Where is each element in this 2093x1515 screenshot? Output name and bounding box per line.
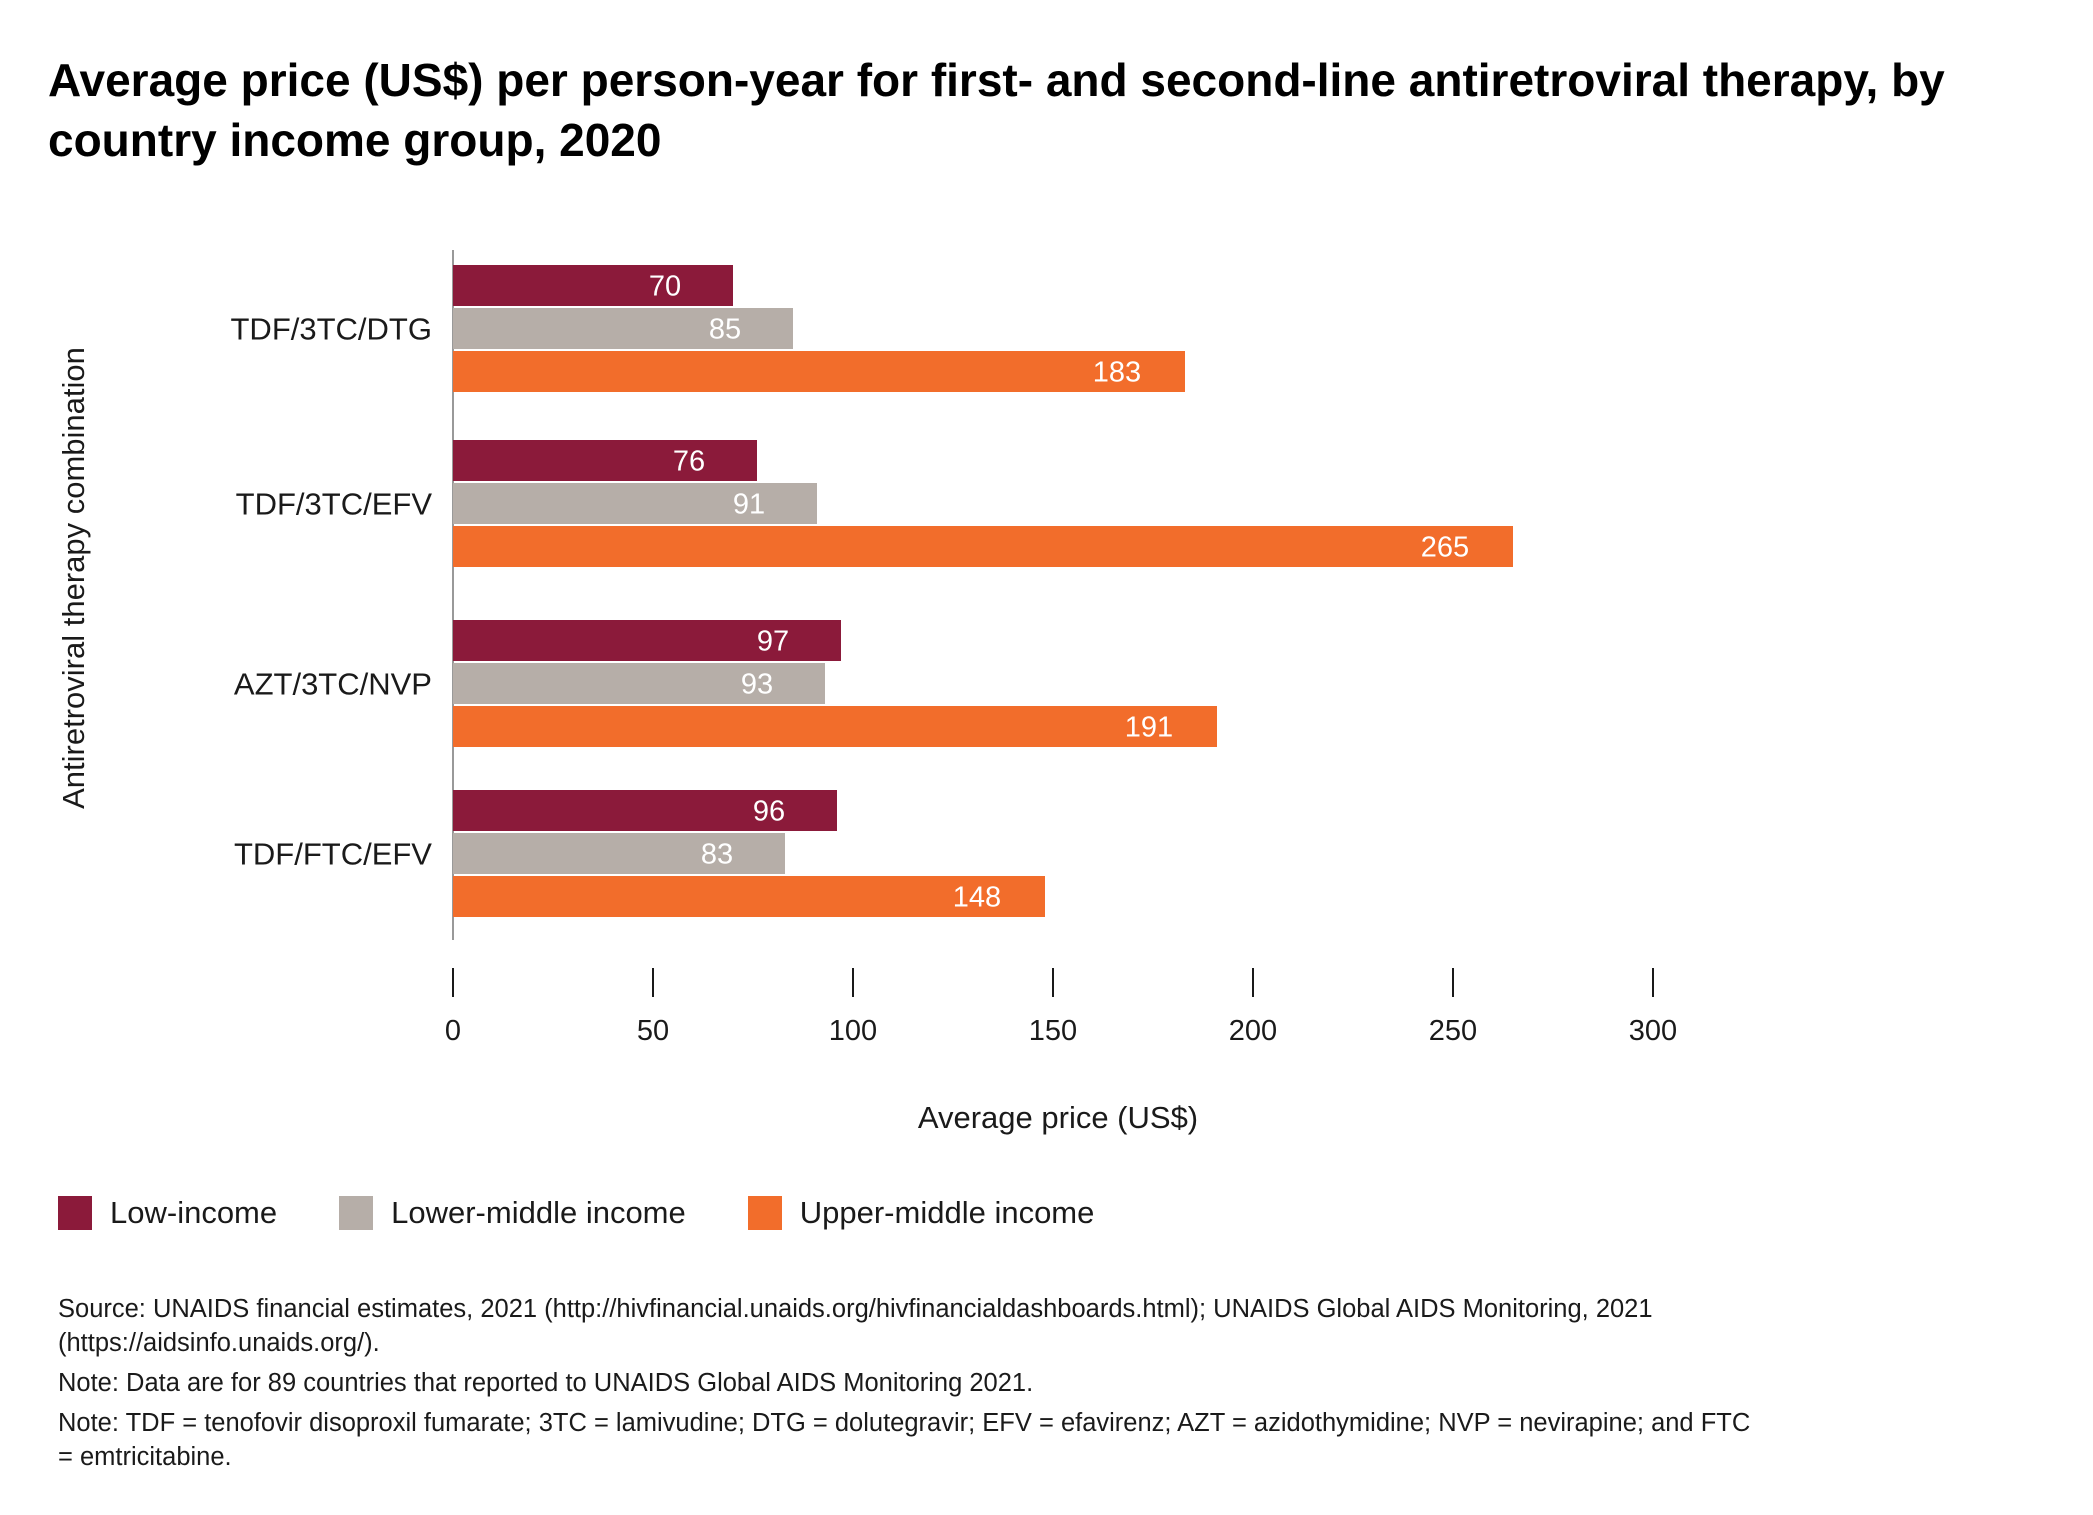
bar-upper-middle-income-tdf-ftc-efv	[453, 876, 1045, 917]
bar-value-label: 76	[673, 446, 705, 478]
bar-lower-middle-income-azt-3tc-nvp	[453, 663, 825, 704]
x-tick-label: 250	[1429, 1015, 1477, 1047]
bar-value-label: 96	[753, 796, 785, 828]
y-axis-title: Antiretroviral therapy combination	[56, 347, 91, 809]
bar-lower-middle-income-tdf-ftc-efv	[453, 833, 785, 874]
chart-title: Average price (US$) per person-year for …	[48, 54, 1945, 166]
bar-value-label: 265	[1421, 532, 1469, 564]
category-label-azt-3tc-nvp: AZT/3TC/NVP	[234, 667, 432, 702]
bar-value-label: 191	[1125, 712, 1173, 744]
notes: Source: UNAIDS financial estimates, 2021…	[58, 1292, 1758, 1480]
bar-low-income-tdf-ftc-efv	[453, 790, 837, 831]
legend: Low-income Lower-middle income Upper-mid…	[58, 1195, 1156, 1231]
bar-lower-middle-income-tdf-3tc-dtg	[453, 308, 793, 349]
bar-low-income-tdf-3tc-efv	[453, 440, 757, 481]
bar-value-label: 85	[709, 314, 741, 346]
category-label-tdf-3tc-dtg: TDF/3TC/DTG	[231, 312, 433, 347]
legend-item-upper-middle-income: Upper-middle income	[747, 1195, 1095, 1231]
legend-swatch-low-income	[58, 1196, 92, 1230]
category-labels: TDF/3TC/DTG TDF/3TC/EFV AZT/3TC/NVP TDF/FTC…	[231, 312, 433, 872]
bar-upper-middle-income-azt-3tc-nvp	[453, 706, 1217, 747]
x-tick-label: 50	[637, 1015, 669, 1047]
legend-label: Upper-middle income	[799, 1195, 1095, 1230]
x-axis-ticks: 0 50 100 150 200 250 300	[445, 968, 1677, 1047]
bar-lower-middle-income-tdf-3tc-efv	[453, 483, 817, 524]
bar-value-label: 83	[701, 839, 733, 871]
bar-value-label: 148	[953, 882, 1001, 914]
legend-item-lower-middle-income: Lower-middle income	[339, 1195, 686, 1231]
source-note: Source: UNAIDS financial estimates, 2021…	[58, 1295, 1653, 1357]
bar-value-label: 183	[1093, 357, 1141, 389]
data-note: Note: Data are for 89 countries that rep…	[58, 1369, 1034, 1397]
bar-value-label: 97	[757, 626, 789, 658]
bar-value-label: 70	[649, 271, 681, 303]
x-tick-label: 150	[1029, 1015, 1077, 1047]
x-tick-label: 100	[829, 1015, 877, 1047]
abbreviation-note: Note: TDF = tenofovir disoproxil fumarat…	[58, 1409, 1751, 1471]
legend-item-low-income: Low-income	[58, 1195, 277, 1231]
legend-label: Low-income	[110, 1195, 278, 1230]
bar-value-label: 91	[733, 489, 765, 521]
bar-upper-middle-income-tdf-3tc-efv	[453, 526, 1513, 567]
x-tick-label: 300	[1629, 1015, 1677, 1047]
legend-label: Lower-middle income	[391, 1195, 686, 1230]
bar-low-income-azt-3tc-nvp	[453, 620, 841, 661]
bar-value-label: 93	[741, 669, 773, 701]
x-tick-label: 0	[445, 1015, 461, 1047]
x-tick-label: 200	[1229, 1015, 1277, 1047]
x-axis-title: Average price (US$)	[918, 1100, 1198, 1135]
category-label-tdf-3tc-efv: TDF/3TC/EFV	[236, 487, 433, 522]
bars-group: 70 85 183 76 91 265 97 93 191 96 83 148	[453, 265, 1513, 917]
legend-swatch-upper-middle-income	[747, 1196, 782, 1230]
legend-swatch-lower-middle-income	[339, 1196, 374, 1230]
bar-low-income-tdf-3tc-dtg	[453, 265, 733, 306]
category-label-tdf-ftc-efv: TDF/FTC/EFV	[234, 837, 432, 872]
bar-upper-middle-income-tdf-3tc-dtg	[453, 351, 1185, 392]
